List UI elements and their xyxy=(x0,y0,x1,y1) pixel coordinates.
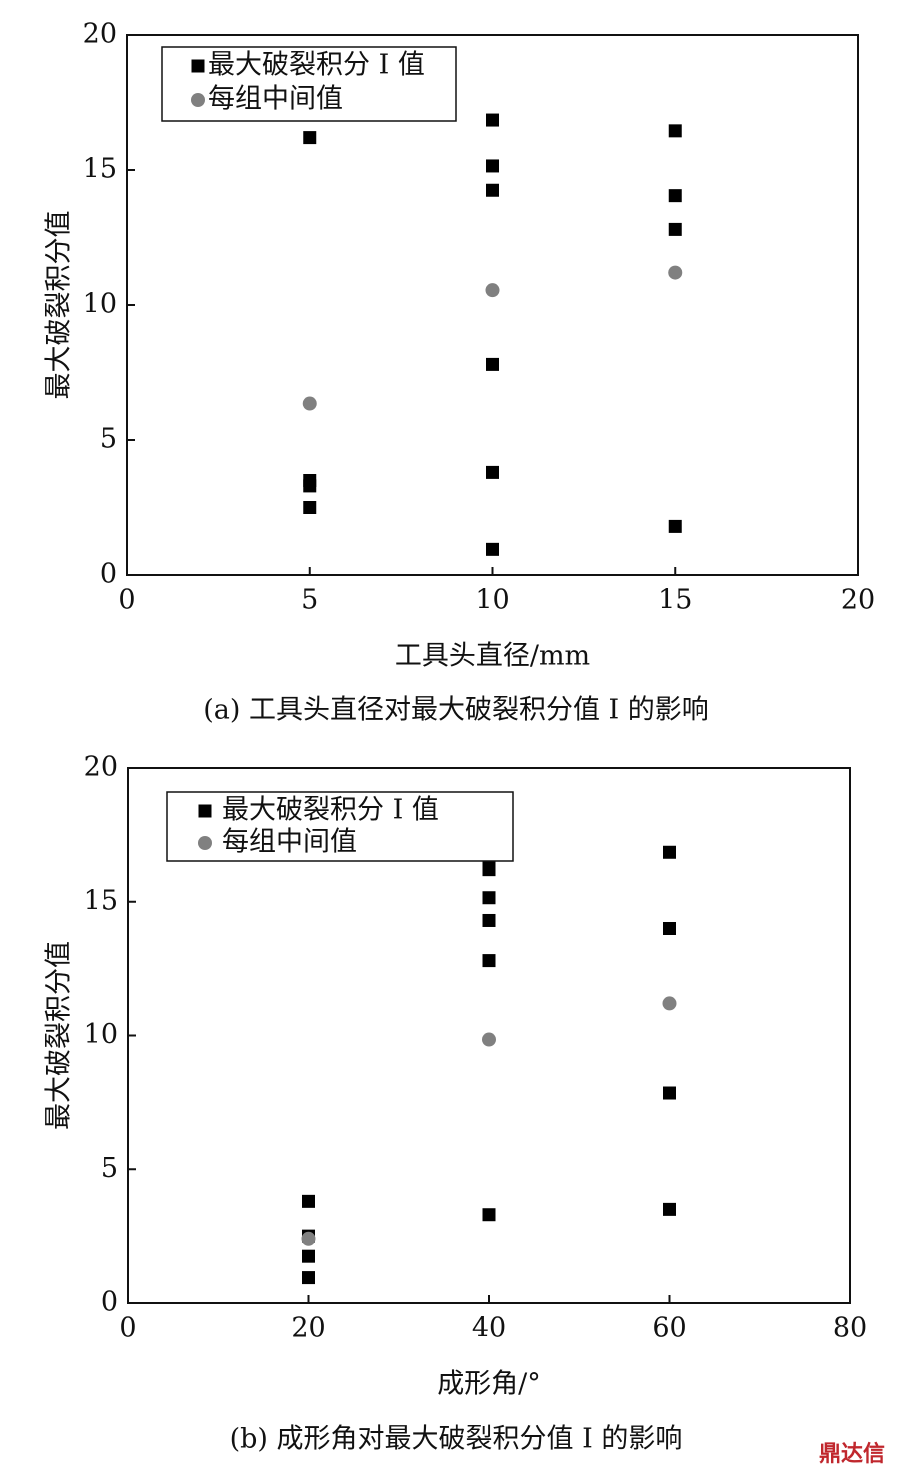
x-tick-label: 80 xyxy=(833,1313,867,1344)
caption: (b) 成形角对最大破裂积分值 I 的影响 xyxy=(230,1424,683,1455)
point xyxy=(486,159,499,173)
x-tick-label: 0 xyxy=(119,1313,136,1344)
x-tick-label: 20 xyxy=(291,1313,325,1344)
point xyxy=(486,113,499,127)
point xyxy=(302,396,317,411)
caption: (a) 工具头直径对最大破裂积分值 I 的影响 xyxy=(203,695,709,726)
watermark: 鼎达信 xyxy=(819,1441,885,1467)
point xyxy=(486,542,499,556)
point xyxy=(301,1231,316,1246)
y-tick-label: 5 xyxy=(100,424,117,455)
y-tick-label: 0 xyxy=(101,1287,118,1318)
point xyxy=(482,954,496,968)
y-tick-label: 5 xyxy=(101,1153,118,1184)
point xyxy=(482,891,496,905)
point xyxy=(482,1208,496,1222)
point xyxy=(303,131,317,145)
y-tick-label: 15 xyxy=(83,154,117,185)
point xyxy=(485,283,500,298)
y-tick-label: 20 xyxy=(83,19,117,50)
point xyxy=(668,265,683,280)
legend-marker xyxy=(191,93,205,107)
point xyxy=(486,357,499,371)
x-tick-label: 60 xyxy=(652,1313,686,1344)
point xyxy=(663,1086,676,1100)
point xyxy=(668,222,682,236)
y-axis-label: 最大破裂积分值 xyxy=(44,211,75,400)
point xyxy=(668,519,682,533)
point xyxy=(303,479,317,493)
point xyxy=(668,189,682,203)
x-tick-label: 10 xyxy=(475,585,509,616)
legend-marker xyxy=(198,836,212,850)
point xyxy=(663,922,676,935)
legend-box xyxy=(166,791,514,862)
x-axis-label: 工具头直径/mm xyxy=(395,641,590,672)
point xyxy=(303,501,317,514)
x-tick-label: 5 xyxy=(301,585,318,616)
y-tick-label: 10 xyxy=(83,289,117,320)
legend-marker xyxy=(191,59,205,73)
point xyxy=(302,1194,315,1208)
point xyxy=(482,1032,496,1047)
legend-box xyxy=(161,46,457,122)
x-tick-label: 0 xyxy=(118,585,135,616)
point xyxy=(482,863,496,877)
y-tick-label: 15 xyxy=(84,885,118,916)
point xyxy=(486,183,499,197)
y-tick-label: 0 xyxy=(100,559,117,590)
legend-label: 最大破裂积分 I 值 xyxy=(222,795,439,826)
point xyxy=(482,913,496,927)
y-tick-label: 20 xyxy=(84,752,118,783)
x-tick-label: 15 xyxy=(658,585,692,616)
point xyxy=(302,1249,315,1263)
x-axis-label: 成形角/° xyxy=(437,1369,541,1400)
point xyxy=(668,124,682,138)
x-tick-label: 20 xyxy=(841,585,875,616)
point xyxy=(302,1271,315,1285)
y-axis-label: 最大破裂积分值 xyxy=(44,941,75,1130)
legend-label: 每组中间值 xyxy=(208,84,343,115)
point xyxy=(486,465,499,479)
legend-label: 每组中间值 xyxy=(222,827,357,858)
legend-label: 最大破裂积分 I 值 xyxy=(208,50,425,81)
point xyxy=(662,996,677,1011)
point xyxy=(663,1202,676,1216)
y-tick-label: 10 xyxy=(84,1019,118,1050)
x-tick-label: 40 xyxy=(472,1313,506,1344)
legend-marker xyxy=(198,804,212,818)
point xyxy=(663,845,676,859)
